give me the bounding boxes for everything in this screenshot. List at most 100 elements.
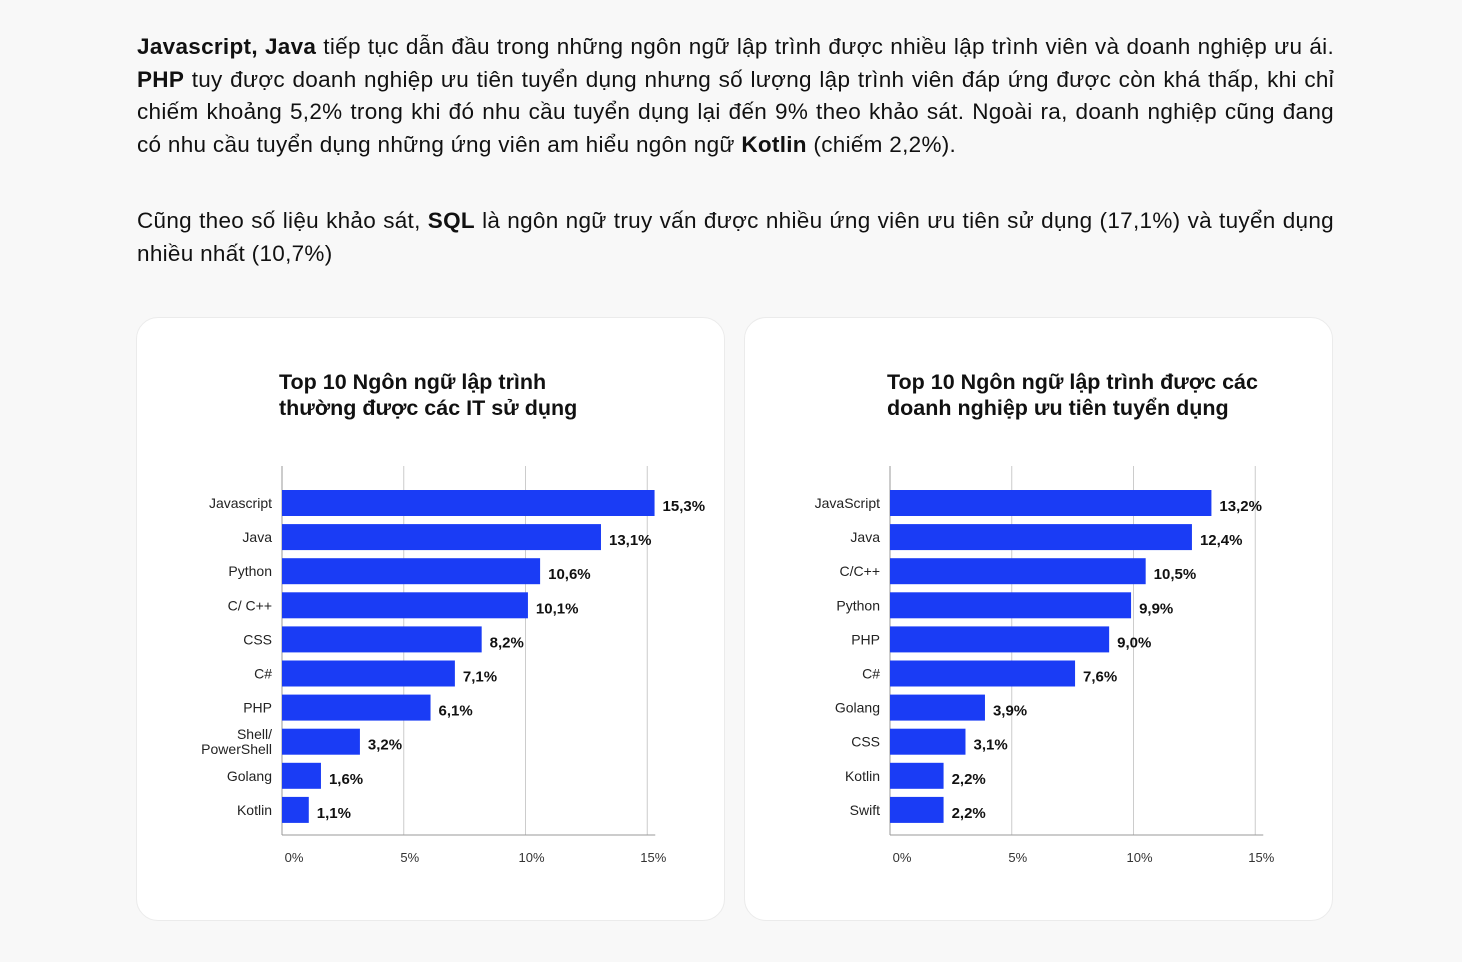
p1-text-2: tuy được doanh nghiệp ưu tiên tuyển dụng… bbox=[137, 66, 1334, 157]
category-label-line: Java bbox=[850, 529, 880, 545]
x-tick-label: 5% bbox=[1008, 850, 1027, 865]
bar-golang bbox=[282, 762, 321, 789]
category-label-line: CSS bbox=[851, 734, 880, 750]
category-label-line: PHP bbox=[243, 700, 272, 716]
category-label: PHP bbox=[243, 700, 272, 716]
bar-chart-employers: 0% 5% 10% 15% 13,2% JavaScript 12,4% Java 10,5% C… bbox=[815, 466, 1275, 865]
bold-js-java: Javascript, Java bbox=[137, 34, 317, 59]
category-label: Golang bbox=[835, 700, 880, 716]
chart-title-line-1: Top 10 Ngôn ngữ lập trình bbox=[279, 370, 547, 394]
chart-title-line-2: thường được các IT sử dụng bbox=[279, 396, 578, 420]
value-label: 2,2% bbox=[952, 805, 986, 822]
category-label-line: Java bbox=[242, 529, 272, 545]
value-label: 10,1% bbox=[536, 600, 579, 617]
category-label-line: Javascript bbox=[209, 495, 272, 511]
category-label: Javascript bbox=[209, 495, 272, 511]
category-label-line: JavaScript bbox=[815, 495, 880, 511]
chart-card-developers: Top 10 Ngôn ngữ lập trình thường được cá… bbox=[136, 317, 725, 921]
category-label: PHP bbox=[851, 631, 880, 647]
value-label: 2,2% bbox=[952, 771, 986, 788]
bar-java bbox=[890, 524, 1192, 551]
category-label-line: PHP bbox=[851, 631, 880, 647]
category-label: Kotlin bbox=[237, 802, 272, 818]
bar-chart-developers: 0% 5% 10% 15% 15,3% Javascript 13,1% Java 10,6% P… bbox=[201, 466, 706, 865]
bold-sql: SQL bbox=[427, 208, 475, 233]
x-tick-label: 10% bbox=[1126, 850, 1152, 865]
value-label: 1,6% bbox=[329, 771, 363, 788]
value-label: 7,1% bbox=[463, 669, 497, 686]
category-label-line: Golang bbox=[835, 700, 880, 716]
category-label-line: Kotlin bbox=[237, 802, 272, 818]
x-tick-label: 15% bbox=[640, 850, 666, 865]
bold-php: PHP bbox=[137, 66, 185, 92]
category-label-line: Swift bbox=[850, 802, 880, 818]
chart-title-employers: Top 10 Ngôn ngữ lập trình được các doanh… bbox=[887, 369, 1327, 421]
category-label-line: PowerShell bbox=[201, 741, 272, 757]
value-label: 15,3% bbox=[663, 498, 706, 515]
category-label: C# bbox=[862, 666, 880, 682]
bar-c-c bbox=[282, 592, 528, 619]
category-label: Shell/PowerShell bbox=[201, 726, 272, 757]
category-label: C# bbox=[254, 666, 272, 682]
bar-c-c bbox=[890, 558, 1146, 585]
bar-kotlin bbox=[282, 796, 309, 823]
bar-python bbox=[890, 592, 1132, 619]
category-label: Golang bbox=[227, 768, 272, 784]
category-label: CSS bbox=[851, 734, 880, 750]
value-label: 3,2% bbox=[368, 737, 402, 754]
category-label-line: Golang bbox=[227, 768, 272, 784]
bar-php bbox=[890, 626, 1110, 653]
bar-shell-powershell bbox=[282, 728, 360, 755]
category-label: JavaScript bbox=[815, 495, 880, 511]
bold-kotlin: Kotlin bbox=[741, 131, 807, 157]
value-label: 7,6% bbox=[1083, 669, 1117, 686]
category-label: Java bbox=[850, 529, 880, 545]
intro-paragraph-2: Cũng theo số liệu khảo sát, SQL là ngôn … bbox=[137, 205, 1334, 270]
category-label-line: Python bbox=[228, 563, 272, 579]
category-label-line: C/ C++ bbox=[228, 597, 272, 613]
value-label: 9,9% bbox=[1139, 600, 1173, 617]
category-label: Python bbox=[228, 563, 272, 579]
x-tick-label: 15% bbox=[1248, 850, 1274, 865]
category-label: C/C++ bbox=[840, 563, 880, 579]
value-label: 10,5% bbox=[1154, 566, 1197, 583]
p2-text-1: Cũng theo số liệu khảo sát, bbox=[137, 208, 428, 233]
bar-javascript bbox=[890, 490, 1212, 516]
bar-java bbox=[282, 524, 601, 551]
value-label: 1,1% bbox=[317, 805, 351, 822]
p1-text-1: tiếp tục dẫn đầu trong những ngôn ngữ lậ… bbox=[316, 34, 1335, 59]
category-label: Swift bbox=[850, 802, 880, 818]
x-tick-label: 0% bbox=[285, 850, 304, 865]
p2-text-2: là ngôn ngữ truy vấn được nhiều ứng viên… bbox=[137, 208, 1334, 266]
value-label: 12,4% bbox=[1200, 532, 1243, 549]
intro-paragraph-1: Javascript, Java tiếp tục dẫn đầu trong … bbox=[137, 31, 1334, 161]
category-label-line: C# bbox=[254, 666, 272, 682]
chart-title-line-2: doanh nghiệp ưu tiên tuyển dụng bbox=[887, 396, 1229, 420]
chart-card-employers: Top 10 Ngôn ngữ lập trình được các doanh… bbox=[744, 317, 1333, 921]
category-label: CSS bbox=[243, 631, 272, 647]
value-label: 10,6% bbox=[548, 566, 591, 583]
value-label: 8,2% bbox=[490, 634, 524, 651]
x-tick-label: 0% bbox=[893, 850, 912, 865]
category-label: Kotlin bbox=[845, 768, 880, 784]
p1-text-3: (chiếm 2,2%). bbox=[806, 131, 957, 157]
value-label: 13,1% bbox=[609, 532, 652, 549]
category-label-line: CSS bbox=[243, 631, 272, 647]
x-tick-label: 10% bbox=[518, 850, 544, 865]
bar-php bbox=[282, 694, 431, 721]
category-label: Java bbox=[242, 529, 272, 545]
chart-title-developers: Top 10 Ngôn ngữ lập trình thường được cá… bbox=[279, 369, 719, 421]
bar-c bbox=[282, 660, 455, 687]
bar-css bbox=[890, 728, 966, 755]
x-tick-label: 5% bbox=[400, 850, 419, 865]
bar-golang bbox=[890, 694, 985, 721]
category-label-line: Python bbox=[836, 597, 880, 613]
bar-python bbox=[282, 558, 541, 585]
value-label: 9,0% bbox=[1117, 634, 1151, 651]
bar-c bbox=[890, 660, 1076, 687]
bar-kotlin bbox=[890, 762, 944, 789]
chart-title-line-1: Top 10 Ngôn ngữ lập trình được các bbox=[887, 370, 1258, 394]
category-label: Python bbox=[836, 597, 880, 613]
category-label-line: C/C++ bbox=[840, 563, 880, 579]
category-label-line: Kotlin bbox=[845, 768, 880, 784]
